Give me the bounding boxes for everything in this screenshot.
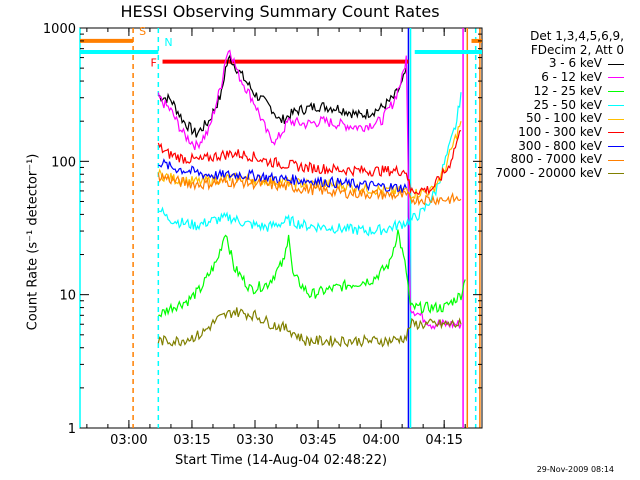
legend-item: 300 - 800 keV [464, 138, 624, 154]
legend-item: 50 - 100 keV [464, 112, 624, 126]
series-line [158, 54, 407, 138]
series-line [157, 172, 462, 207]
y-tick-label: 100 [51, 155, 76, 170]
legend-label: 25 - 50 keV [533, 97, 602, 112]
legend-swatch [608, 145, 624, 147]
legend-label: 3 - 6 keV [548, 56, 602, 71]
x-tick-label: 04:00 [362, 433, 399, 448]
legend-item: 7000 - 20000 keV [464, 166, 624, 181]
legend-item: 6 - 12 keV [464, 70, 624, 85]
legend-item: 100 - 300 keV [464, 124, 624, 140]
legend: Det 1,3,4,5,6,9, FDecim 2, Att 0 3 - 6 k… [464, 29, 624, 181]
series-line [157, 307, 462, 349]
x-tick-label: 03:45 [299, 433, 336, 448]
legend-label: 800 - 7000 keV [510, 152, 602, 167]
y-tick-label: 1 [68, 422, 76, 437]
legend-item: 25 - 50 keV [464, 97, 624, 113]
x-tick-label: 03:15 [173, 433, 210, 448]
timestamp: 29-Nov-2009 08:14 [536, 465, 614, 474]
plot-border [79, 27, 483, 429]
legend-header-1: Det 1,3,4,5,6,9, [530, 29, 624, 43]
x-tick-label: 03:00 [110, 433, 147, 448]
flag-label: S [139, 25, 146, 38]
legend-item: 800 - 7000 keV [464, 153, 624, 167]
axis-ticks: 1 10 100 1000 03:00 03:15 03:30 03:45 04:00 04:15 [43, 22, 482, 448]
legend-swatch [608, 159, 624, 161]
legend-swatch [608, 77, 624, 79]
y-tick-label: 10 [59, 289, 76, 304]
x-tick-label: 04:15 [425, 433, 462, 448]
series-line [158, 92, 462, 237]
flag-label: N [164, 36, 172, 49]
legend-header-2: FDecim 2, Att 0 [530, 42, 624, 57]
legend-swatch [608, 63, 624, 65]
legend-label: 6 - 12 keV [541, 70, 602, 85]
series-line [158, 158, 407, 194]
legend-swatch [608, 104, 624, 106]
legend-item: 3 - 6 keV [464, 57, 624, 71]
legend-label: 300 - 800 keV [518, 138, 602, 153]
legend-label: 100 - 300 keV [518, 124, 602, 139]
y-axis-label: Count Rate (s⁻¹ detector⁻¹) [25, 153, 41, 331]
legend-label: 7000 - 20000 keV [495, 166, 602, 181]
vertical-markers [79, 28, 481, 428]
flag-bars: S NF [80, 25, 482, 70]
y-tick-label: 1000 [43, 22, 76, 37]
flag-label: F [151, 57, 157, 70]
chart-title: HESSI Observing Summary Count Rates [120, 2, 440, 21]
legend-swatch [608, 118, 624, 120]
series-line [158, 229, 466, 318]
legend-label: 12 - 25 keV [533, 83, 602, 98]
series-group [157, 49, 466, 349]
plot-frame [79, 27, 483, 429]
x-axis-label: Start Time (14-Aug-04 02:48:22) [174, 453, 388, 468]
x-tick-label: 03:30 [236, 433, 273, 448]
legend-swatch [608, 173, 624, 175]
legend-swatch [608, 91, 624, 93]
legend-swatch [608, 132, 624, 134]
legend-item: 12 - 25 keV [464, 83, 624, 99]
legend-label: 50 - 100 keV [525, 111, 602, 126]
series-line [157, 49, 462, 330]
series-line [157, 130, 462, 196]
